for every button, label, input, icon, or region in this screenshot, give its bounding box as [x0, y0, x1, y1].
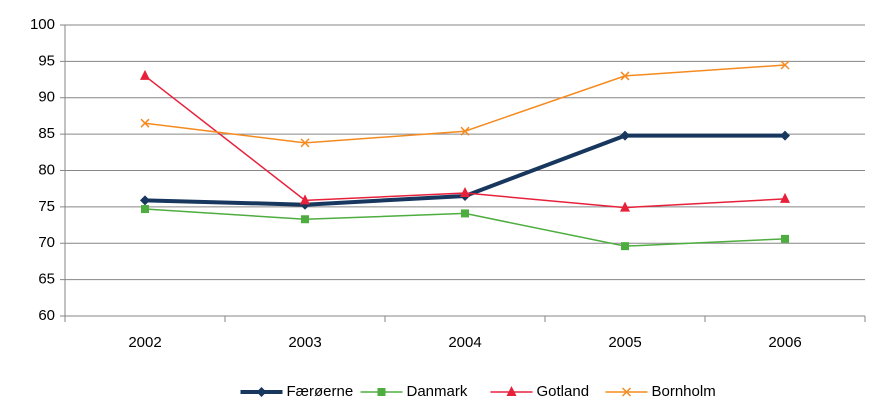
x-tick-label: 2003 — [288, 334, 321, 351]
data-point — [620, 71, 630, 81]
y-tick-label: 100 — [30, 16, 55, 33]
data-point — [301, 215, 309, 224]
legend-marker — [506, 386, 517, 396]
legend-label: Danmark — [407, 383, 468, 400]
data-point — [620, 130, 630, 141]
data-point — [621, 242, 629, 251]
legend-label: Gotland — [537, 383, 590, 400]
data-point — [460, 126, 470, 136]
y-tick-label: 70 — [38, 234, 55, 251]
legend-label: Bornholm — [652, 383, 716, 400]
y-tick-label: 85 — [38, 125, 55, 142]
x-tick-label: 2006 — [768, 334, 801, 351]
x-tick-label: 2004 — [448, 334, 481, 351]
y-tick-label: 80 — [38, 161, 55, 178]
legend-marker — [256, 387, 267, 397]
y-tick-label: 60 — [38, 307, 55, 324]
data-point — [141, 205, 149, 214]
data-point — [300, 138, 310, 148]
data-point — [781, 234, 789, 243]
data-point — [780, 130, 790, 141]
data-point — [780, 60, 790, 70]
legend-label: Færøerne — [287, 383, 354, 400]
data-point — [620, 201, 630, 212]
y-tick-label: 65 — [38, 271, 55, 288]
data-point — [780, 192, 790, 203]
series — [141, 205, 789, 251]
data-point — [300, 194, 310, 205]
legend-marker — [621, 387, 632, 397]
legend: Færøerne Danmark Gotland Bornholm — [240, 383, 716, 400]
y-tick-label: 90 — [38, 89, 55, 106]
data-point — [140, 195, 150, 206]
data-point — [460, 187, 470, 198]
series — [140, 69, 790, 212]
data-point — [140, 118, 150, 128]
series — [140, 60, 790, 148]
y-tick-label: 75 — [38, 198, 55, 215]
data-point — [461, 209, 469, 218]
y-tick-label: 95 — [38, 52, 55, 69]
x-tick-label: 2005 — [608, 334, 641, 351]
legend-marker — [377, 388, 386, 396]
data-point — [140, 69, 150, 80]
x-tick-label: 2002 — [128, 334, 161, 351]
